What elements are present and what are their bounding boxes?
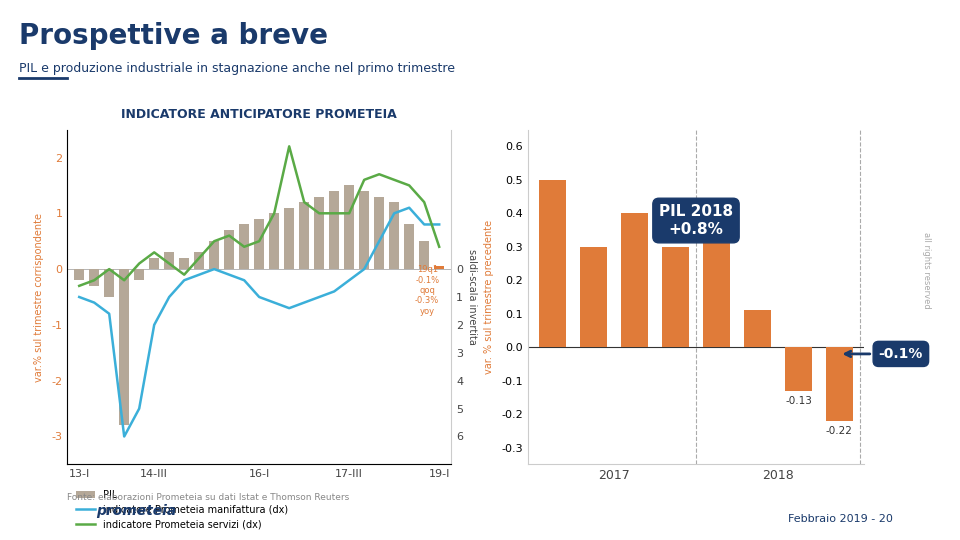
Bar [344,185,354,269]
Bar [239,225,250,269]
Text: -0.1%: -0.1% [846,347,924,361]
Text: PIL 2018
+0.8%: PIL 2018 +0.8% [659,204,733,237]
Y-axis label: saldi-scala invertita: saldi-scala invertita [468,249,477,345]
Bar [374,197,384,269]
Bar [703,244,730,347]
Bar [269,213,279,269]
Bar [329,191,340,269]
Title: INDICATORE ANTICIPATORE PROMETEIA: INDICATORE ANTICIPATORE PROMETEIA [121,109,397,122]
Bar [209,241,220,269]
Bar [785,347,812,391]
Bar [434,266,444,269]
Bar [74,269,84,280]
Bar [827,347,852,421]
Y-axis label: var.% sul trimestre corrispondente: var.% sul trimestre corrispondente [35,213,44,381]
Bar [119,269,130,426]
Text: -0.22: -0.22 [826,426,852,436]
Bar [164,252,175,269]
Bar [284,208,295,269]
Bar [419,241,429,269]
Legend: PIL, indicatore Prometeia manifattura (dx), indicatore Prometeia servizi (dx): PIL, indicatore Prometeia manifattura (d… [72,485,292,533]
Text: Febbraio 2019 - 20: Febbraio 2019 - 20 [788,514,893,524]
Bar [359,191,370,269]
Bar [744,310,771,347]
Bar [404,225,415,269]
Text: Fonte: elaborazioni Prometeia su dati Istat e Thomson Reuters: Fonte: elaborazioni Prometeia su dati Is… [67,493,349,502]
Text: 19q1
-0.1%
qoq
-0.3%
yoy: 19q1 -0.1% qoq -0.3% yoy [415,265,440,316]
Bar [194,252,204,269]
Bar [149,258,159,269]
Bar [314,197,324,269]
Bar [621,213,648,347]
Text: all rights reserved: all rights reserved [923,232,931,308]
Bar [299,202,309,269]
Bar [580,247,607,347]
Bar [89,269,100,286]
Text: PIL e produzione industriale in stagnazione anche nel primo trimestre: PIL e produzione industriale in stagnazi… [19,62,455,75]
Text: prometeia: prometeia [96,504,177,518]
Y-axis label: var. % sul trimestre precedente: var. % sul trimestre precedente [485,220,494,374]
Bar [224,230,234,269]
Bar [540,180,565,347]
Text: -0.13: -0.13 [785,396,812,406]
Bar [179,258,189,269]
Bar [662,247,689,347]
Bar [104,269,114,297]
Text: Prospettive a breve: Prospettive a breve [19,22,328,50]
Bar [254,219,264,269]
Bar [134,269,144,280]
Bar [389,202,399,269]
